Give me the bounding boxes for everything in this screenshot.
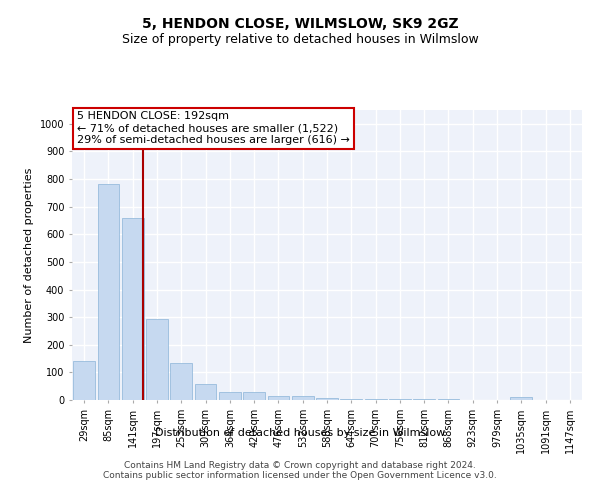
Bar <box>340 399 362 400</box>
Bar <box>170 364 192 400</box>
Bar <box>316 398 338 400</box>
Text: Contains HM Land Registry data © Crown copyright and database right 2024.
Contai: Contains HM Land Registry data © Crown c… <box>103 460 497 480</box>
Text: 5 HENDON CLOSE: 192sqm
← 71% of detached houses are smaller (1,522)
29% of semi-: 5 HENDON CLOSE: 192sqm ← 71% of detached… <box>77 112 350 144</box>
Bar <box>194 384 217 400</box>
Bar <box>122 218 143 400</box>
Bar <box>219 392 241 400</box>
Text: Distribution of detached houses by size in Wilmslow: Distribution of detached houses by size … <box>155 428 445 438</box>
Y-axis label: Number of detached properties: Number of detached properties <box>25 168 34 342</box>
Bar <box>437 399 460 400</box>
Bar <box>97 184 119 400</box>
Bar <box>292 396 314 400</box>
Text: Size of property relative to detached houses in Wilmslow: Size of property relative to detached ho… <box>122 32 478 46</box>
Bar <box>511 397 532 400</box>
Bar <box>73 362 95 400</box>
Bar <box>389 399 411 400</box>
Bar <box>268 396 289 400</box>
Bar <box>243 392 265 400</box>
Bar <box>413 399 435 400</box>
Text: 5, HENDON CLOSE, WILMSLOW, SK9 2GZ: 5, HENDON CLOSE, WILMSLOW, SK9 2GZ <box>142 18 458 32</box>
Bar <box>146 319 168 400</box>
Bar <box>365 399 386 400</box>
